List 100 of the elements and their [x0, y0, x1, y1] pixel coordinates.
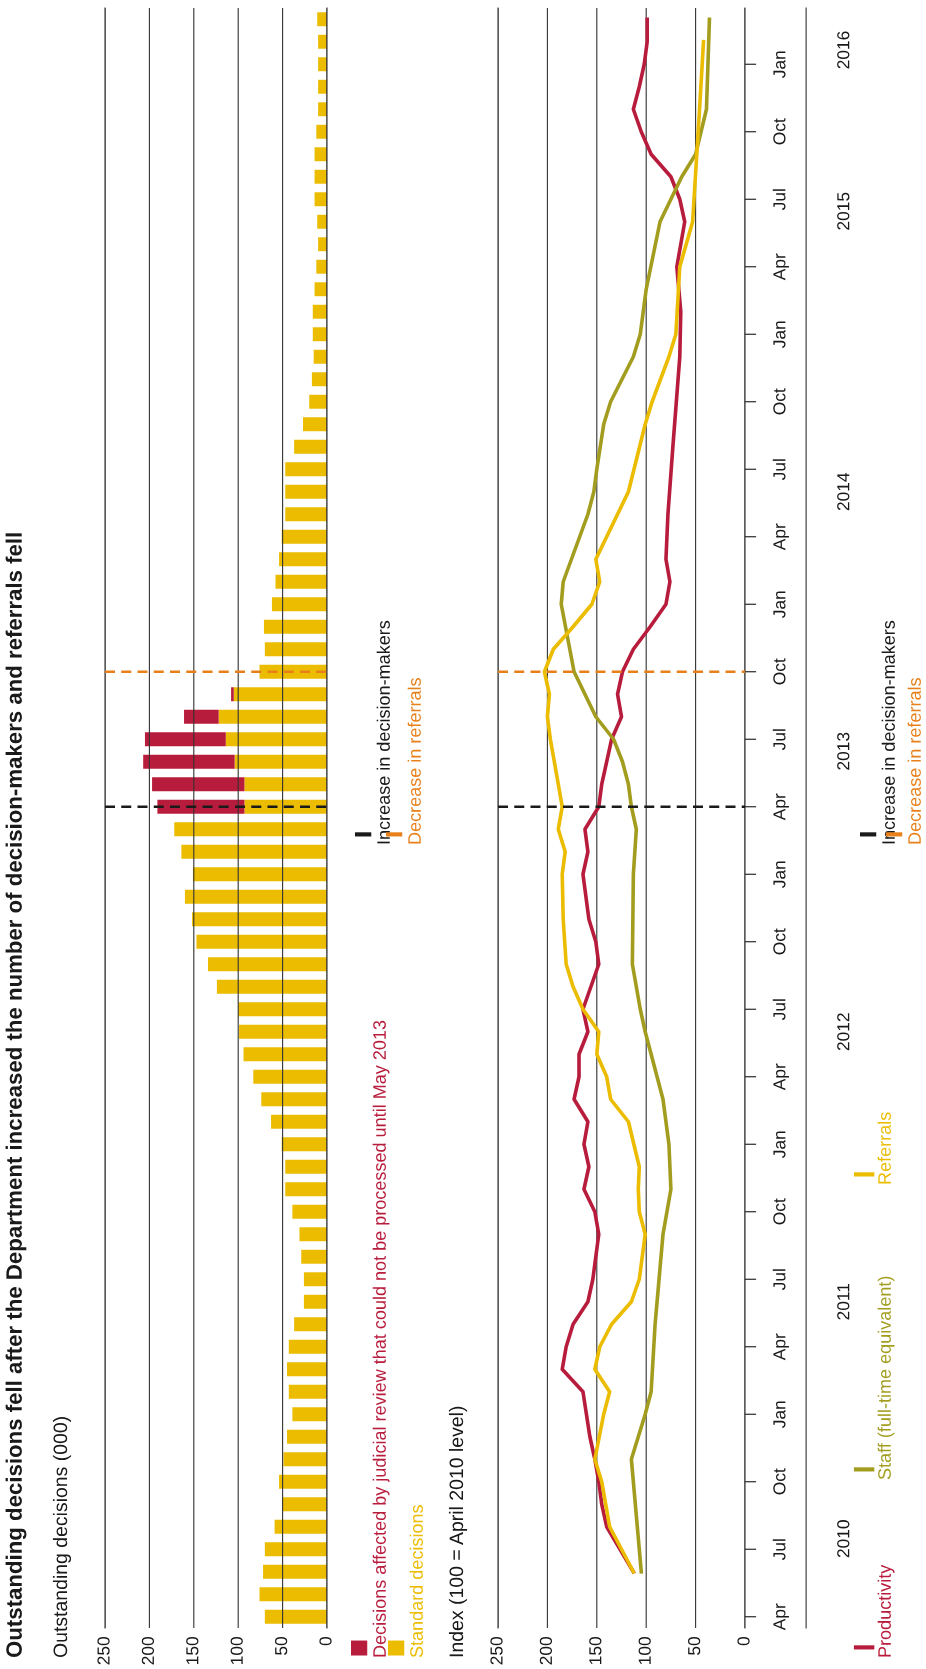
y-tick-label: Apr: [773, 1333, 789, 1361]
x-tick-label: 100: [230, 1637, 243, 1664]
bar: [225, 732, 327, 747]
bar: [318, 57, 327, 72]
bar: [285, 462, 327, 477]
bar: [312, 327, 327, 342]
text: Referrals: [877, 1112, 891, 1184]
bar: [282, 1497, 327, 1512]
bar: [216, 979, 327, 994]
x-tick-label: 50: [687, 1637, 701, 1655]
y-tick-label: Oct: [773, 118, 786, 145]
ref-line-label: Decrease in referrals: [907, 678, 921, 844]
bar: [312, 304, 327, 319]
bar: [192, 912, 327, 927]
bar: [318, 237, 327, 252]
y-tick-label: Oct: [773, 928, 786, 955]
y2-tick-label: 2014: [837, 472, 850, 511]
x-tick-label: 0: [737, 1637, 750, 1646]
text: Productivity: [877, 1564, 895, 1657]
x-tick-label: 200: [539, 1637, 553, 1665]
x-tick-label: 50: [274, 1637, 288, 1655]
x-tick-label: 0: [319, 1637, 332, 1646]
text: Staff (full-time equivalent): [877, 1276, 895, 1480]
bar: [287, 1429, 327, 1444]
y-tick-label: Jan: [773, 1401, 786, 1428]
x-tick-label: 200: [141, 1637, 155, 1665]
ref-line-label: Increase in decision-makers: [376, 620, 390, 844]
y2-tick-label: 2010: [837, 1520, 850, 1558]
y-tick-label: Jul: [772, 1539, 786, 1561]
y-tick-label: Apr: [773, 793, 789, 821]
bar: [238, 1002, 327, 1017]
y-tick-label: Jan: [773, 51, 786, 78]
bar: [303, 1294, 327, 1309]
bar: [303, 1272, 327, 1287]
y-tick-label: Jul: [772, 999, 786, 1021]
bar: [316, 259, 327, 274]
bar: [274, 1519, 327, 1534]
bar: [287, 1362, 327, 1377]
bar: [316, 124, 327, 139]
bar: [263, 1564, 327, 1579]
bar: [317, 12, 327, 27]
text: Outstanding decisions fell after the Department increased the number of decision-makers and referrals fell: [5, 533, 27, 1658]
bar: [192, 867, 327, 882]
bar: [313, 349, 327, 364]
y-tick-label: Oct: [773, 1468, 786, 1495]
bar: [243, 1047, 327, 1062]
bar: [281, 529, 327, 544]
bar: [318, 102, 327, 117]
bar: [301, 1249, 327, 1264]
bar: [294, 1317, 327, 1332]
bar: [285, 1159, 327, 1174]
bar: [184, 889, 327, 904]
bar: [285, 484, 327, 499]
bar: [311, 372, 327, 387]
y-tick-label: Jan: [773, 861, 786, 888]
x-tick-label: 100: [638, 1637, 651, 1664]
y-tick-label: Jul: [772, 1269, 786, 1291]
bar: [288, 1339, 327, 1354]
y2-tick-label: 2011: [837, 1283, 850, 1320]
bar: [318, 79, 327, 94]
bar: [281, 1137, 327, 1152]
bar: [292, 1204, 327, 1219]
bar: [253, 1069, 327, 1084]
bar: [309, 394, 327, 409]
bar: [264, 1609, 327, 1624]
y-tick-label: Jan: [773, 591, 786, 618]
bar: [143, 754, 235, 769]
bar: [303, 417, 327, 432]
bar: [285, 507, 327, 522]
bar: [239, 1024, 327, 1039]
ref-line-label: Increase in decision-makers: [881, 620, 895, 844]
y2-tick-label: 2015: [837, 192, 850, 230]
y2-tick-label: 2012: [837, 1013, 850, 1051]
x-tick-label: 150: [589, 1637, 602, 1664]
y-tick-label: Apr: [773, 253, 789, 281]
y-tick-label: Apr: [773, 1063, 789, 1091]
bar: [264, 642, 327, 657]
bar: [196, 934, 327, 949]
bar: [288, 1384, 327, 1399]
y2-tick-label: 2013: [837, 732, 850, 770]
bar: [144, 732, 226, 747]
bar: [152, 777, 245, 792]
bar: [184, 709, 219, 724]
bar: [271, 1114, 327, 1129]
text: Outstanding decisions (000): [52, 1417, 72, 1658]
x-tick-label: 250: [490, 1637, 503, 1665]
bar: [299, 1227, 327, 1242]
bar: [208, 957, 327, 972]
y-tick-label: Apr: [773, 523, 789, 551]
y2-tick-label: 2016: [837, 31, 850, 69]
bar: [279, 552, 327, 567]
y-tick-label: Apr: [773, 1603, 789, 1631]
y-tick-label: Oct: [773, 388, 786, 415]
bar: [231, 687, 234, 702]
bar: [318, 34, 327, 49]
x-tick-label: 150: [186, 1637, 199, 1664]
bar: [244, 777, 327, 792]
bar: [233, 687, 327, 702]
y-tick-label: Jan: [773, 321, 786, 348]
bar: [174, 822, 327, 837]
